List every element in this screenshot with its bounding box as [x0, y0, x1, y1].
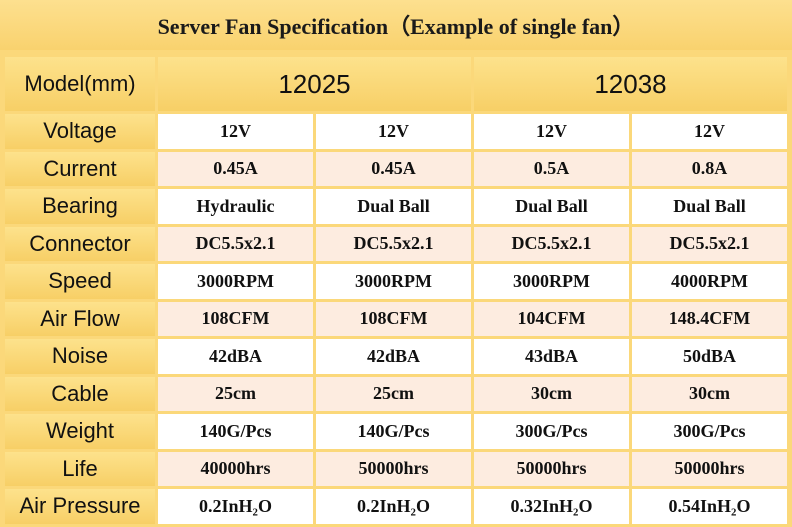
spec-row-label: Cable	[5, 376, 155, 411]
spec-cell: 12V	[316, 114, 471, 149]
spec-cell: 25cm	[158, 376, 313, 411]
spec-cell: 50dBA	[632, 339, 787, 374]
spec-row: Bearing Hydraulic Dual Ball Dual Ball Dual B…	[5, 189, 787, 224]
spec-row-label: Air Pressure	[5, 489, 155, 524]
spec-cell: 4000RPM	[632, 264, 787, 299]
spec-cell: 3000RPM	[474, 264, 629, 299]
spec-cell: 30cm	[474, 376, 629, 411]
spec-cell: 0.2InH₂O	[158, 489, 313, 524]
spec-row: Connector DC5.5x2.1 DC5.5x2.1 DC5.5x2.1 DC5.…	[5, 226, 787, 261]
spec-cell: 25cm	[316, 376, 471, 411]
spec-cell: DC5.5x2.1	[316, 226, 471, 261]
spec-cell: 30cm	[632, 376, 787, 411]
spec-row-label: Connector	[5, 226, 155, 261]
spec-cell: 50000hrs	[474, 451, 629, 486]
model-12038: 12038	[474, 57, 787, 111]
spec-cell: 12V	[632, 114, 787, 149]
spec-cell: 0.2InH₂O	[316, 489, 471, 524]
spec-cell: Hydraulic	[158, 189, 313, 224]
spec-cell: 43dBA	[474, 339, 629, 374]
spec-cell: 108CFM	[316, 301, 471, 336]
spec-cell: 0.45A	[158, 151, 313, 186]
spec-row: Current 0.45A 0.45A 0.5A 0.8A	[5, 151, 787, 186]
spec-cell: Dual Ball	[316, 189, 471, 224]
spec-row: Life 40000hrs 50000hrs 50000hrs 50000hrs	[5, 451, 787, 486]
spec-cell: 3000RPM	[158, 264, 313, 299]
spec-row: Air Pressure 0.2InH₂O 0.2InH₂O 0.32InH₂O 0.5…	[5, 489, 787, 524]
model-12025: 12025	[158, 57, 471, 111]
spec-cell: Dual Ball	[632, 189, 787, 224]
spec-cell: 50000hrs	[316, 451, 471, 486]
spec-cell: 0.5A	[474, 151, 629, 186]
spec-row-label: Current	[5, 151, 155, 186]
spec-cell: 0.45A	[316, 151, 471, 186]
spec-cell: 108CFM	[158, 301, 313, 336]
spec-cell: 50000hrs	[632, 451, 787, 486]
spec-row-label: Bearing	[5, 189, 155, 224]
spec-cell: 148.4CFM	[632, 301, 787, 336]
spec-cell: 140G/Pcs	[316, 414, 471, 449]
model-label: Model(mm)	[5, 57, 155, 111]
spec-cell: 0.32InH₂O	[474, 489, 629, 524]
spec-row-label: Life	[5, 451, 155, 486]
spec-cell: 3000RPM	[316, 264, 471, 299]
spec-cell: 12V	[158, 114, 313, 149]
spec-cell: 12V	[474, 114, 629, 149]
spec-cell: 40000hrs	[158, 451, 313, 486]
spec-cell: DC5.5x2.1	[158, 226, 313, 261]
spec-row: Voltage 12V 12V 12V 12V	[5, 114, 787, 149]
spec-row: Speed 3000RPM 3000RPM 3000RPM 4000RPM	[5, 264, 787, 299]
spec-cell: 0.8A	[632, 151, 787, 186]
spec-row-label: Noise	[5, 339, 155, 374]
spec-cell: 42dBA	[158, 339, 313, 374]
spec-row-label: Air Flow	[5, 301, 155, 336]
spec-cell: 300G/Pcs	[632, 414, 787, 449]
spec-cell: 300G/Pcs	[474, 414, 629, 449]
spec-cell: DC5.5x2.1	[474, 226, 629, 261]
spec-row: Cable 25cm 25cm 30cm 30cm	[5, 376, 787, 411]
spec-row-label: Weight	[5, 414, 155, 449]
spec-row: Noise 42dBA 42dBA 43dBA 50dBA	[5, 339, 787, 374]
spec-cell: 0.54InH₂O	[632, 489, 787, 524]
spec-row-label: Voltage	[5, 114, 155, 149]
spec-cell: 104CFM	[474, 301, 629, 336]
model-header-row: Model(mm) 12025 12038	[5, 57, 787, 111]
spec-row: Weight 140G/Pcs 140G/Pcs 300G/Pcs 300G/Pcs	[5, 414, 787, 449]
spec-title: Server Fan Specification（Example of sing…	[0, 0, 792, 50]
spec-cell: 140G/Pcs	[158, 414, 313, 449]
spec-row: Air Flow 108CFM 108CFM 104CFM 148.4CFM	[5, 301, 787, 336]
spec-cell: Dual Ball	[474, 189, 629, 224]
spec-cell: DC5.5x2.1	[632, 226, 787, 261]
spec-cell: 42dBA	[316, 339, 471, 374]
spec-table: Model(mm) 12025 12038 Voltage 12V 12V 12V 12…	[2, 54, 790, 527]
spec-row-label: Speed	[5, 264, 155, 299]
